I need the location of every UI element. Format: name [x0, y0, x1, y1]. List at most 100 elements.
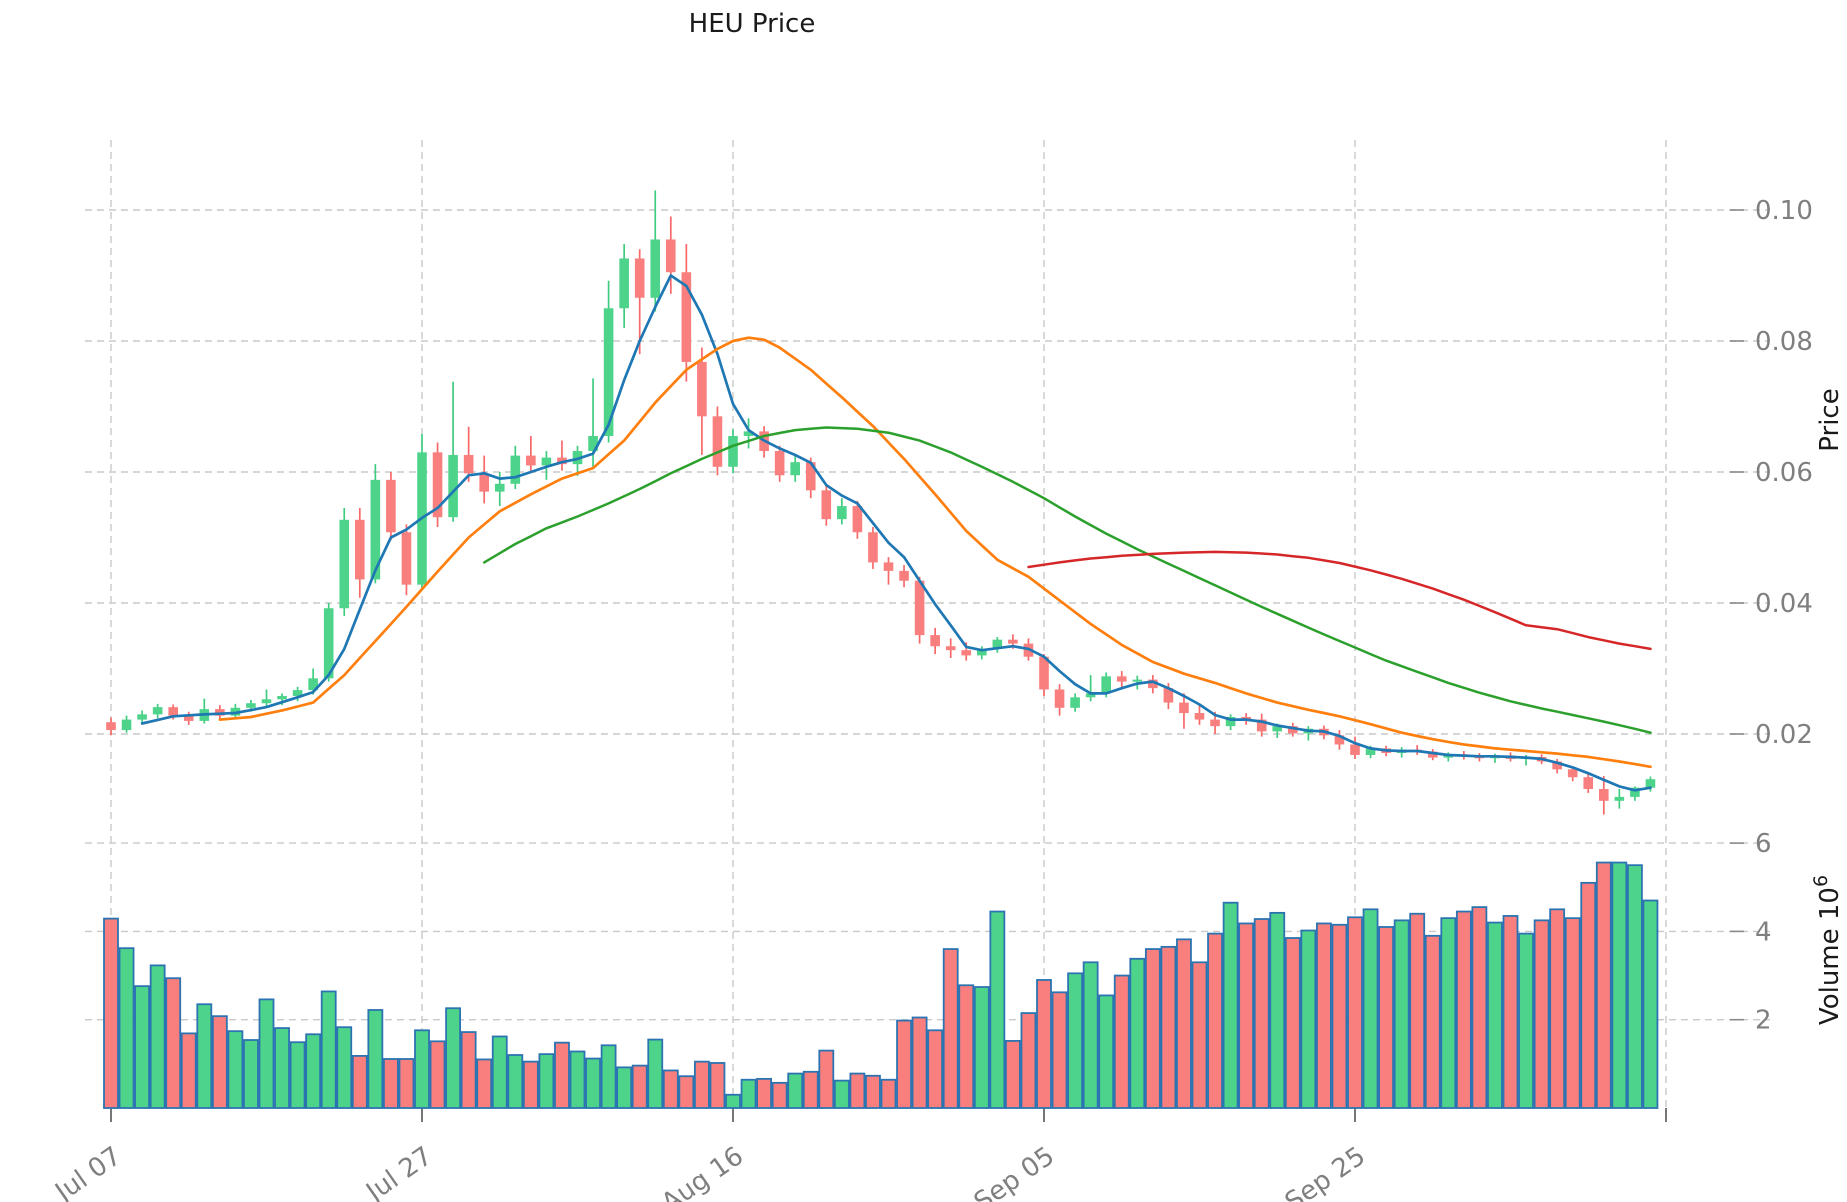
volume-bar [1005, 1039, 1021, 1109]
candle-down [1552, 761, 1562, 770]
candle-down [1583, 777, 1594, 790]
candle-up [292, 690, 303, 697]
candle-down [1194, 713, 1205, 720]
volume-bar [1564, 917, 1581, 1109]
volume-bar [1284, 937, 1301, 1109]
volume-bar [1595, 861, 1612, 1109]
volume-bar [662, 1069, 679, 1109]
volume-bar [134, 985, 151, 1109]
volume-tick-label: 6 [1755, 829, 1772, 859]
candle-down [1256, 719, 1267, 732]
volume-bar [569, 1050, 586, 1109]
volume-bar [554, 1041, 570, 1109]
volume-bar [1347, 916, 1363, 1109]
volume-bar [865, 1074, 881, 1109]
volume-bar [1300, 929, 1317, 1109]
candle-down [883, 562, 894, 571]
volume-bar [740, 1078, 757, 1109]
volume-bar [491, 1035, 508, 1109]
volume-bar [1378, 926, 1394, 1109]
volume-bar [305, 1033, 322, 1109]
volume-bar [1502, 915, 1519, 1109]
candle-up [152, 707, 163, 715]
candle-down [774, 451, 785, 476]
volume-bar [989, 910, 1006, 1109]
volume-bar [460, 1031, 477, 1109]
candle-down [697, 361, 707, 417]
candle-down [1599, 789, 1609, 801]
candle-up [650, 239, 661, 298]
volume-bar [1129, 957, 1146, 1109]
volume-bar [694, 1060, 710, 1109]
volume-bar [802, 1070, 819, 1109]
candle-down [681, 272, 692, 362]
volume-bar [880, 1078, 897, 1109]
candle-down [930, 635, 940, 647]
volume-bar [616, 1066, 633, 1109]
volume-bar [1051, 991, 1068, 1109]
candle-up [323, 608, 334, 679]
volume-tick-label: 2 [1755, 1006, 1772, 1036]
volume-bar [1549, 908, 1566, 1109]
ma-long-green-line [482, 426, 1652, 734]
candle-up [1630, 787, 1640, 797]
volume-bar [336, 1026, 353, 1109]
volume-bar [1176, 938, 1192, 1109]
candle-up [1272, 726, 1283, 732]
candle-down [1116, 676, 1127, 682]
volume-bar [1518, 932, 1534, 1109]
candle-down [526, 455, 536, 466]
volume-bar [351, 1055, 368, 1109]
volume-bar [833, 1079, 850, 1109]
candle-down [712, 416, 723, 467]
volume-bar [1471, 906, 1488, 1109]
volume-bar [1253, 918, 1270, 1109]
price-tick-label: 0.04 [1755, 589, 1813, 619]
volume-bar [647, 1038, 664, 1109]
volume-bar [258, 998, 275, 1109]
volume-bar [958, 984, 975, 1109]
volume-bar [227, 1030, 244, 1109]
volume-bar [103, 917, 119, 1109]
volume-bar [600, 1044, 617, 1109]
volume-bar [507, 1054, 524, 1109]
candle-down [634, 258, 645, 298]
candle-down [852, 506, 863, 533]
candle-up [790, 462, 800, 476]
volume-bar [289, 1041, 306, 1109]
volume-bar [1160, 945, 1177, 1109]
volume-bar [382, 1058, 399, 1109]
volume-bar [1409, 912, 1426, 1109]
candle-up [510, 455, 521, 484]
ma-mid-orange-line [218, 336, 1652, 769]
volume-bar [973, 986, 990, 1109]
volume-bar [942, 948, 959, 1109]
ma-longest-red-line [1027, 550, 1652, 651]
volume-bar [896, 1019, 912, 1109]
candle-down [945, 646, 956, 651]
volume-bar [1269, 911, 1286, 1109]
volume-bar [585, 1057, 601, 1109]
volume-bar [1533, 919, 1550, 1109]
volume-bar [320, 990, 337, 1109]
price-axis-title: Price [1815, 388, 1845, 451]
volume-bar [771, 1081, 788, 1109]
volume-bar [927, 1029, 944, 1109]
volume-bar [1238, 922, 1255, 1109]
volume-bar [1067, 972, 1083, 1109]
candle-up [339, 519, 350, 609]
candle-down [1163, 688, 1174, 703]
candle-down [432, 452, 443, 518]
candle-up [977, 648, 987, 656]
candle-up [837, 506, 847, 520]
candle-up [494, 483, 505, 492]
candle-up [261, 699, 272, 704]
volume-bar [1036, 979, 1052, 1109]
volume-bar [1611, 861, 1628, 1109]
price-tick-label: 0.06 [1755, 458, 1813, 488]
volume-bar [243, 1039, 259, 1109]
candle-up [588, 435, 598, 452]
price-tick-label: 0.10 [1755, 196, 1813, 226]
